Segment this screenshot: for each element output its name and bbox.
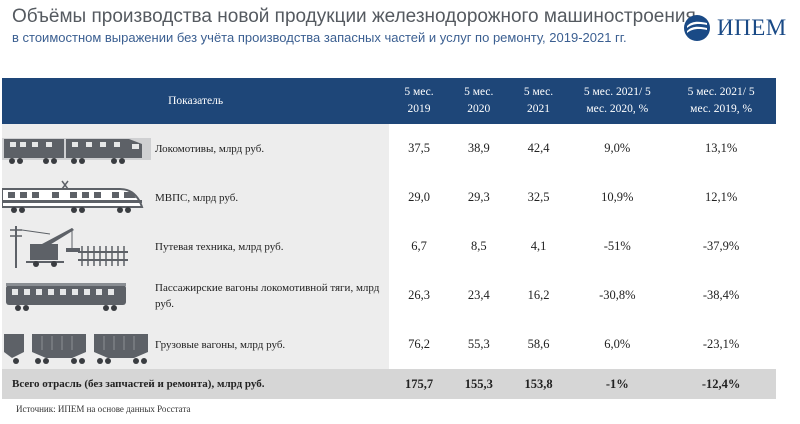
cell-2021: 16,2 bbox=[527, 288, 550, 302]
cell-2021: 42,4 bbox=[527, 141, 550, 155]
column-header-change-2020: 5 мес. 2021/ 5 мес. 2020, % bbox=[568, 78, 667, 124]
locomotive-icon bbox=[2, 138, 151, 164]
total-change-2020: -1% bbox=[568, 369, 667, 399]
row-icon-cell bbox=[2, 271, 151, 320]
row-icon-cell bbox=[2, 222, 151, 271]
cell-2020: 38,9 bbox=[467, 141, 490, 155]
total-change-2019: -12,4% bbox=[666, 369, 776, 399]
column-header-change-2019: 5 мес. 2021/ 5 мес. 2019, % bbox=[666, 78, 776, 124]
table-row: Грузовые вагоны, млрд руб. 76,2 55,3 58,… bbox=[2, 320, 776, 369]
cell-change-2019: -37,9% bbox=[702, 239, 740, 253]
column-header-2019: 5 мес. 2019 bbox=[389, 78, 449, 124]
table-row: Пассажирские вагоны локомотивной тяги, м… bbox=[2, 271, 776, 320]
logo-text: ИПЕМ bbox=[717, 15, 787, 40]
track-machine-icon bbox=[10, 226, 128, 268]
column-header-2021: 5 мес. 2021 bbox=[508, 78, 569, 124]
total-label: Всего отрасль (без запчастей и ремонта),… bbox=[2, 369, 390, 399]
cell-change-2019: -23,1% bbox=[702, 337, 740, 351]
cell-change-2020: 6,0% bbox=[604, 337, 631, 351]
cell-change-2019: 12,1% bbox=[704, 190, 738, 204]
freight-car-icon bbox=[4, 334, 148, 364]
total-2019: 175,7 bbox=[389, 369, 449, 399]
row-icon-cell bbox=[2, 320, 151, 369]
cell-2020: 29,3 bbox=[467, 190, 490, 204]
table-total-row: Всего отрасль (без запчастей и ремонта),… bbox=[2, 369, 776, 399]
total-2021: 153,8 bbox=[508, 369, 569, 399]
cell-change-2019: -38,4% bbox=[702, 288, 740, 302]
row-label: МВПС, млрд руб. bbox=[151, 173, 390, 222]
column-header-indicator: Показатель bbox=[2, 78, 390, 124]
table-header-row: Показатель 5 мес. 2019 5 мес. 2020 5 мес… bbox=[2, 78, 776, 124]
table-row: Локомотивы, млрд руб. 37,5 38,9 42,4 9,0… bbox=[2, 124, 776, 173]
cell-change-2020: 9,0% bbox=[604, 141, 631, 155]
table-row: Путевая техника, млрд руб. 6,7 8,5 4,1 -… bbox=[2, 222, 776, 271]
cell-2021: 4,1 bbox=[530, 239, 547, 253]
row-label: Пассажирские вагоны локомотивной тяги, м… bbox=[151, 271, 390, 320]
ipem-logo: ИПЕМ bbox=[683, 12, 793, 44]
cell-change-2020: -30,8% bbox=[599, 288, 636, 302]
table-row: МВПС, млрд руб. 29,0 29,3 32,5 10,9% 12,… bbox=[2, 173, 776, 222]
cell-change-2020: 10,9% bbox=[601, 190, 634, 204]
row-icon-cell bbox=[2, 173, 151, 222]
page-title: Объёмы производства новой продукции желе… bbox=[12, 6, 696, 27]
cell-change-2020: -51% bbox=[603, 239, 631, 253]
total-2020: 155,3 bbox=[448, 369, 509, 399]
row-label: Путевая техника, млрд руб. bbox=[151, 222, 390, 271]
production-table: Показатель 5 мес. 2019 5 мес. 2020 5 мес… bbox=[2, 78, 776, 399]
cell-2021: 58,6 bbox=[527, 337, 550, 351]
cell-2020: 23,4 bbox=[467, 288, 490, 302]
cell-change-2019: 13,1% bbox=[704, 141, 738, 155]
cell-2020: 8,5 bbox=[470, 239, 487, 253]
row-label: Грузовые вагоны, млрд руб. bbox=[151, 320, 390, 369]
cell-2019: 76,2 bbox=[408, 337, 430, 351]
column-header-2020: 5 мес. 2020 bbox=[448, 78, 509, 124]
page-subtitle: в стоимостном выражении без учёта произв… bbox=[12, 30, 627, 45]
cell-2019: 26,3 bbox=[408, 288, 430, 302]
row-icon-cell bbox=[2, 124, 151, 173]
cell-2019: 29,0 bbox=[408, 190, 430, 204]
passenger-car-icon bbox=[6, 283, 126, 311]
cell-2021: 32,5 bbox=[527, 190, 550, 204]
cell-2020: 55,3 bbox=[467, 337, 490, 351]
row-label: Локомотивы, млрд руб. bbox=[151, 124, 390, 173]
ipem-logo-icon bbox=[684, 15, 710, 41]
emu-train-icon bbox=[2, 180, 144, 213]
cell-2019: 6,7 bbox=[411, 239, 427, 253]
cell-2019: 37,5 bbox=[408, 141, 430, 155]
source-note: Источник: ИПЕМ на основе данных Росстата bbox=[16, 404, 191, 414]
